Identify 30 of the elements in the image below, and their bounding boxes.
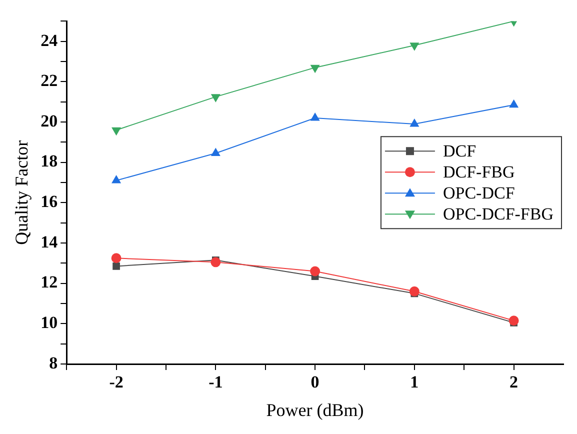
y-tick-label: 18 — [40, 152, 58, 171]
y-tick-label: 14 — [40, 232, 58, 252]
point — [210, 257, 221, 268]
x-tick-label: -2 — [109, 372, 124, 392]
y-tick-label: 22 — [40, 71, 58, 90]
point — [310, 64, 320, 73]
point — [112, 127, 121, 136]
y-axis-title: Quality Factor — [12, 140, 32, 245]
x-tick-label: -1 — [208, 372, 223, 392]
point — [409, 286, 420, 296]
y-tick-label: 24 — [40, 30, 58, 50]
point — [112, 262, 120, 270]
legend-label: DCF — [442, 142, 476, 161]
x-tick-label: 1 — [410, 372, 419, 392]
x-axis-title: Power (dBm) — [266, 400, 364, 420]
point — [410, 42, 419, 50]
y-tick-label: 10 — [40, 313, 58, 332]
y-tick-label: 20 — [40, 111, 58, 130]
point — [111, 253, 122, 264]
point — [310, 266, 320, 276]
y-tick-label: 16 — [40, 192, 58, 212]
y-tick-label: 12 — [40, 272, 58, 292]
legend-label: OPC-DCF — [442, 184, 515, 203]
point — [508, 316, 519, 326]
legend-label: OPC-DCF-FBG — [442, 204, 554, 224]
point — [211, 94, 220, 102]
y-tick-label: 8 — [49, 353, 58, 372]
x-tick-label: 2 — [510, 372, 518, 392]
x-tick-label: 0 — [310, 372, 320, 392]
legend-label: DCF-FBG — [442, 162, 515, 182]
